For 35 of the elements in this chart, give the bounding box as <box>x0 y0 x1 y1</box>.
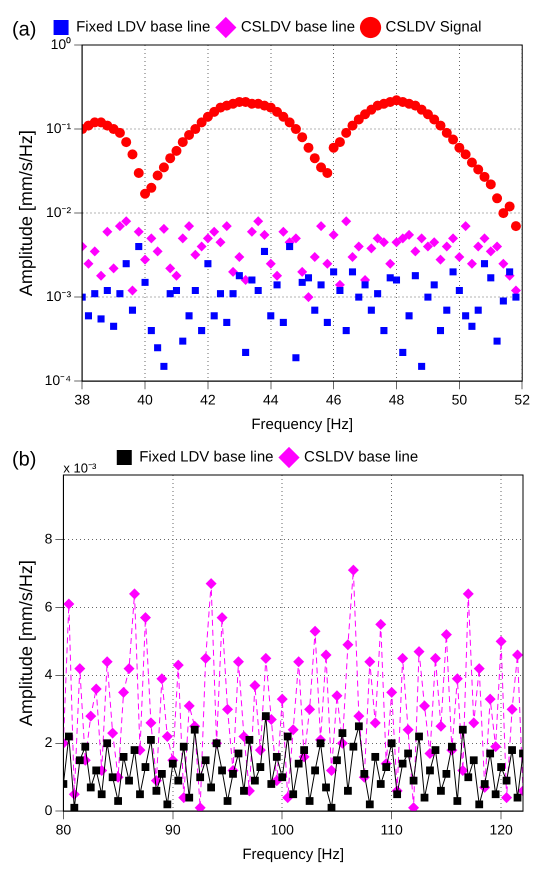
y-axis-title: Amplitude [mm/s/Hz] <box>16 130 36 296</box>
legend-label: CSLDV Signal <box>386 18 482 36</box>
x-tick-label: 40 <box>137 391 154 408</box>
text: (a) <box>12 18 36 41</box>
y-tick-label: 8 <box>44 530 53 546</box>
text: (b) <box>12 448 36 471</box>
legend-label: Fixed LDV base line <box>139 448 274 466</box>
legend-label: CSLDV base line <box>304 448 418 466</box>
y-tick-label: 10⁰ <box>50 36 72 52</box>
x-tick-label: 90 <box>165 821 181 838</box>
y-tick-label: 2 <box>44 734 53 750</box>
x-tick-label: 48 <box>388 391 404 408</box>
x-tick-label: 46 <box>326 391 342 408</box>
x-tick-label: 44 <box>262 391 279 408</box>
y-tick-label: 0 <box>44 802 53 818</box>
x-tick-label: 42 <box>200 391 216 408</box>
legend-label: CSLDV base line <box>240 18 356 36</box>
x-tick-label: 50 <box>452 391 468 408</box>
y-tick-label: 10⁻² <box>46 204 72 220</box>
y-tick-label: 4 <box>44 666 53 682</box>
x-axis-title: Frequency [Hz] <box>251 416 354 434</box>
y-tick-label: 10⁻³ <box>46 288 72 304</box>
x-tick-label: 38 <box>74 391 90 408</box>
x-axis-title: Frequency [Hz] <box>242 846 344 864</box>
x-tick-label: 52 <box>514 391 530 408</box>
y-tick-label: 6 <box>44 598 53 614</box>
x-tick-label: 100 <box>270 821 294 838</box>
y-tick-label: 10⁻¹ <box>46 120 72 136</box>
y-tick-label: 10⁻⁴ <box>44 372 72 388</box>
x-tick-label: 120 <box>489 821 514 838</box>
legend-label: Fixed LDV base line <box>76 18 210 36</box>
x-tick-label: 80 <box>56 821 72 838</box>
y-axis-title: Amplitude [mm/s/Hz] <box>16 560 36 726</box>
annotation: x 10⁻³ <box>63 460 97 476</box>
x-tick-label: 110 <box>380 821 404 838</box>
